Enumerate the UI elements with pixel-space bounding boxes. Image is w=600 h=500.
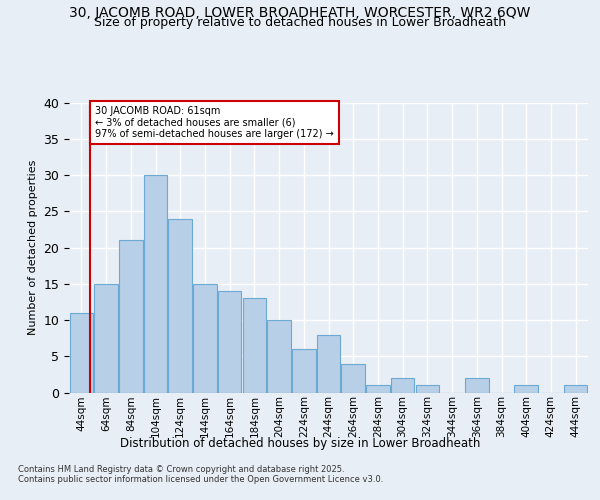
Bar: [341, 364, 365, 392]
Bar: [391, 378, 415, 392]
Text: 30 JACOMB ROAD: 61sqm
← 3% of detached houses are smaller (6)
97% of semi-detach: 30 JACOMB ROAD: 61sqm ← 3% of detached h…: [95, 106, 334, 140]
Text: 30, JACOMB ROAD, LOWER BROADHEATH, WORCESTER, WR2 6QW: 30, JACOMB ROAD, LOWER BROADHEATH, WORCE…: [70, 6, 530, 20]
Y-axis label: Number of detached properties: Number of detached properties: [28, 160, 38, 335]
Bar: [317, 334, 340, 392]
Bar: [416, 385, 439, 392]
Bar: [514, 385, 538, 392]
Bar: [70, 313, 93, 392]
Bar: [564, 385, 587, 392]
Bar: [144, 175, 167, 392]
Bar: [242, 298, 266, 392]
Bar: [268, 320, 291, 392]
Bar: [119, 240, 143, 392]
Text: Distribution of detached houses by size in Lower Broadheath: Distribution of detached houses by size …: [120, 438, 480, 450]
Text: Size of property relative to detached houses in Lower Broadheath: Size of property relative to detached ho…: [94, 16, 506, 29]
Bar: [218, 291, 241, 392]
Text: Contains HM Land Registry data © Crown copyright and database right 2025.
Contai: Contains HM Land Registry data © Crown c…: [18, 465, 383, 484]
Bar: [292, 349, 316, 393]
Bar: [465, 378, 488, 392]
Bar: [193, 284, 217, 393]
Bar: [94, 284, 118, 393]
Bar: [169, 218, 192, 392]
Bar: [366, 385, 389, 392]
